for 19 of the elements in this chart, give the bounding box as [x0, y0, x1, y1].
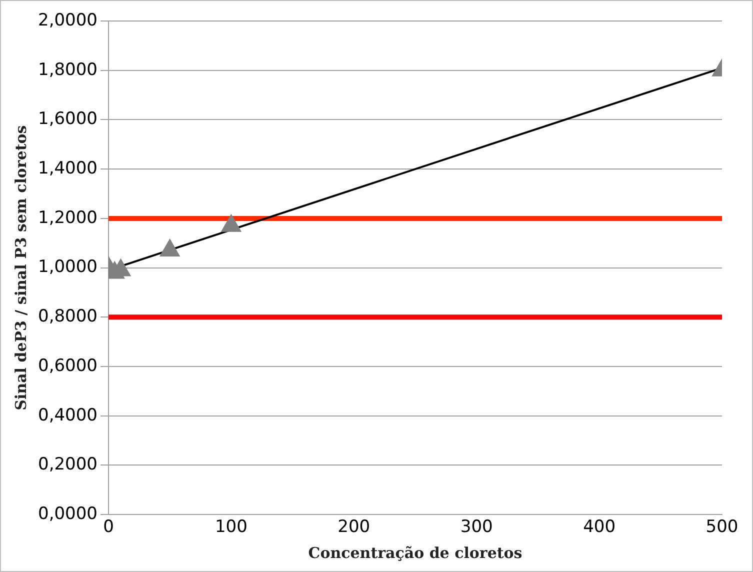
y-tick-label: 0,2000 [38, 454, 98, 475]
y-tick-label: 0,6000 [38, 356, 98, 376]
x-tick-label: 400 [583, 517, 616, 538]
y-tick-label: 1,0000 [38, 257, 98, 278]
y-tick-label: 0,4000 [38, 405, 98, 426]
x-axis-title: Concentração de cloretos [308, 544, 522, 562]
y-axis-title: Sinal deP3 / sinal P3 sem cloretos [12, 125, 30, 410]
y-tick-label: 1,2000 [38, 208, 98, 228]
y-tick-label: 1,8000 [38, 60, 98, 80]
y-tick-label: 0,8000 [38, 306, 98, 327]
x-tick-label: 100 [214, 517, 248, 538]
y-tick-label: 1,4000 [38, 158, 98, 178]
x-tick-label: 0 [103, 517, 114, 538]
x-tick-label: 300 [460, 517, 493, 538]
x-tick-label: 200 [338, 517, 370, 538]
y-tick-label: 1,6000 [38, 109, 98, 130]
y-tick-label: 2,0000 [38, 10, 98, 30]
y-tick-label: 0,0000 [38, 504, 98, 524]
x-tick-label: 500 [706, 517, 738, 538]
